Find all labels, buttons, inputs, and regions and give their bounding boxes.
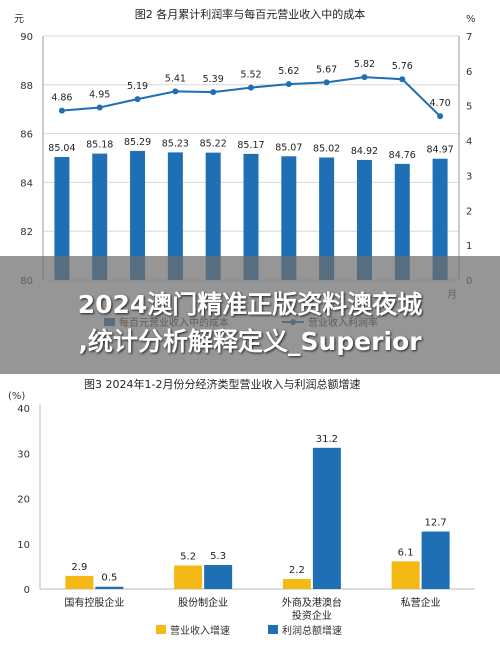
chart-1-right-tick-label: 4 (466, 137, 472, 148)
chart-1-cost-bar (394, 163, 410, 280)
chart-2-legend-profit-label: 利润总额增速 (282, 624, 342, 637)
chart-1-right-tick-label: 7 (466, 32, 472, 43)
chart-1-cost-bar-label: 85.04 (48, 143, 75, 154)
chart-1-cost-bar (243, 153, 259, 280)
chart-2-profit-growth-label: 12.7 (424, 518, 446, 529)
chart-2-y-tick-label: 10 (17, 540, 30, 551)
chart-2-category-label: 外商及港澳台 (282, 596, 342, 609)
chart-1-profit-rate-point (399, 76, 406, 83)
chart-1-profit-rate-label: 5.41 (165, 73, 186, 84)
chart-1-profit-rate-label: 5.76 (392, 61, 413, 72)
chart-2-y-tick-label: 30 (17, 449, 30, 460)
chart-1-left-tick-label: 84 (20, 178, 33, 189)
chart-2-category-label: 投资企业 (292, 609, 332, 622)
chart-1-cost-bar-label: 84.76 (389, 150, 416, 161)
chart-1-cost-bar (54, 157, 70, 280)
chart-1-profit-rate-point (134, 96, 141, 103)
chart-1-profit-rate-label: 5.67 (316, 64, 337, 75)
chart-2-profit-growth-bar (312, 447, 341, 589)
chart-1-profit-rate-point (361, 74, 368, 81)
chart-1-cost-bar (432, 158, 448, 280)
chart-2-category-label: 私营企业 (401, 596, 441, 609)
chart-1-left-unit: 元 (14, 14, 24, 25)
chart-1-cost-bar (167, 152, 183, 280)
chart-1-cost-bar-label: 85.23 (162, 138, 189, 149)
growth-by-type-chart-svg: 图3 2024年1-2月份分经济类型营业收入与利润总额增速 (%) 0 10 20 30 4… (8, 377, 475, 637)
banner-headline-line-1: 2024澳门精准正版资料澳夜城 (77, 290, 423, 319)
chart-1-profit-rate-label: 4.86 (51, 93, 72, 104)
chart-1-profit-rate-point (285, 81, 292, 88)
chart-2-revenue-growth-bar (391, 561, 420, 589)
chart-2-profit-growth-bar (204, 565, 233, 589)
chart-1-cost-bar-label: 85.17 (237, 140, 264, 151)
chart-2-revenue-growth-label: 5.2 (180, 551, 196, 562)
chart-1-cost-bar (281, 156, 297, 280)
chart-2-profit-growth-bar (95, 586, 124, 589)
chart-1-right-tick-label: 3 (466, 171, 472, 182)
chart-2-revenue-growth-label: 2.9 (71, 562, 87, 573)
chart-1-right-tick-label: 5 (466, 102, 472, 113)
chart-1-left-tick-label: 88 (20, 81, 33, 92)
growth-by-type-chart: 图3 2024年1-2月份分经济类型营业收入与利润总额增速 (%) 0 10 20 30 4… (0, 372, 500, 644)
chart-1-cost-bar-label: 85.07 (275, 142, 302, 153)
chart-2-revenue-growth-label: 6.1 (398, 547, 414, 558)
chart-1-profit-rate-point (210, 89, 217, 96)
chart-1-profit-rate-label: 5.39 (203, 74, 224, 85)
chart-2-revenue-growth-bar (65, 575, 94, 589)
chart-2-legend-profit-swatch (268, 625, 278, 634)
chart-1-profit-rate-point (323, 79, 330, 86)
chart-1-profit-rate-label: 5.52 (240, 70, 261, 81)
chart-2-title: 图3 2024年1-2月份分经济类型营业收入与利润总额增速 (84, 377, 360, 391)
chart-2-y-tick-label: 20 (17, 495, 30, 506)
chart-1-cost-bar-label: 85.22 (200, 139, 227, 150)
chart-2-profit-growth-label: 5.3 (210, 551, 226, 562)
chart-1-profit-rate-label: 5.19 (127, 81, 148, 92)
chart-1-right-tick-label: 6 (466, 67, 472, 78)
chart-1-profit-rate-point (437, 113, 444, 120)
chart-1-profit-rate-label: 5.82 (354, 59, 375, 70)
chart-1-profit-rate-point (58, 107, 65, 114)
chart-2-profit-growth-label: 31.2 (316, 434, 338, 445)
chart-2-y-unit: (%) (8, 391, 25, 402)
chart-1-right-tick-label: 2 (466, 206, 472, 217)
chart-1-left-tick-label: 86 (20, 130, 33, 141)
chart-1-cost-bar (92, 153, 108, 280)
chart-2-revenue-growth-bar (174, 565, 203, 589)
chart-1-cost-bar-label: 85.18 (86, 140, 113, 151)
chart-2-profit-growth-bar (421, 531, 450, 589)
chart-1-cost-bar-label: 84.97 (426, 145, 453, 156)
chart-2-legend-revenue-label: 营业收入增速 (170, 624, 230, 637)
chart-2-y-tick-label: 0 (24, 585, 30, 596)
chart-2-category-label: 股份制企业 (178, 596, 228, 609)
chart-1-right-unit: % (466, 14, 476, 25)
chart-1-cost-bar (319, 157, 335, 280)
chart-1-right-tick-label: 1 (466, 241, 472, 252)
chart-1-profit-rate-label: 5.62 (278, 66, 299, 77)
banner-headline-line-2: ,统计分析解释定义_Superior (78, 327, 422, 356)
chart-2-y-tick-label: 40 (17, 404, 30, 415)
chart-2-revenue-growth-bar (282, 579, 311, 589)
chart-1-profit-rate-line (61, 76, 441, 117)
chart-1-cost-bar-label: 85.29 (124, 137, 151, 148)
chart-1-profit-rate-label: 4.95 (89, 89, 110, 100)
chart-1-cost-bar-label: 84.92 (351, 146, 378, 157)
chart-1-left-tick-label: 90 (20, 32, 33, 43)
chart-2-profit-growth-label: 0.5 (101, 573, 117, 584)
chart-1-cost-bar (205, 152, 221, 280)
chart-2-category-label: 国有控股企业 (64, 596, 124, 609)
chart-1-cost-bar (356, 159, 372, 280)
overlay-banner (0, 256, 500, 374)
chart-1-profit-rate-point (172, 88, 179, 95)
chart-1-cost-bar (130, 150, 146, 280)
chart-1-cost-bar-label: 85.02 (313, 144, 340, 155)
chart-2-revenue-growth-label: 2.2 (289, 565, 305, 576)
chart-1-profit-rate-point (96, 104, 103, 111)
chart-1-profit-rate-point (248, 84, 254, 91)
chart-1-left-tick-label: 82 (20, 227, 33, 238)
chart-1-profit-rate-label: 4.70 (430, 98, 451, 109)
chart-2-legend-revenue-swatch (156, 625, 166, 634)
chart-1-title: 图2 各月累计利润率与每百元营业收入中的成本 (135, 7, 366, 21)
